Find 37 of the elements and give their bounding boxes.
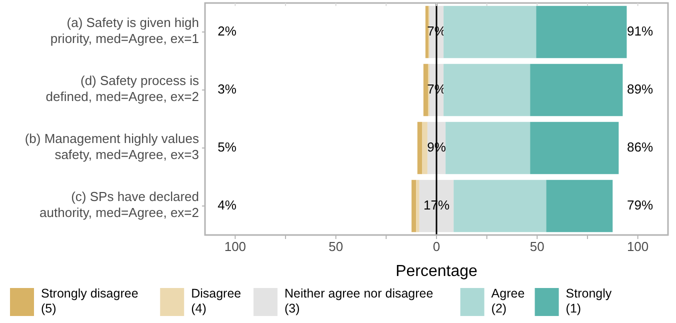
x-tick-label: 50 — [530, 239, 544, 254]
bar — [416, 180, 420, 232]
x-axis-title: Percentage — [396, 263, 478, 280]
bar — [536, 6, 627, 58]
bar — [444, 64, 530, 116]
x-tick-label: 100 — [224, 239, 246, 254]
annotation: 5% — [218, 139, 237, 154]
legend-label: Disagree (4) — [191, 286, 242, 316]
bar — [417, 122, 422, 174]
annotation: 89% — [626, 81, 654, 96]
bar — [423, 64, 428, 116]
bar — [446, 122, 530, 174]
annotation: 91% — [626, 23, 654, 38]
bar — [444, 6, 536, 58]
x-tick-label: 0 — [432, 239, 440, 254]
legend-label: Strongly disagree (5) — [41, 286, 138, 316]
y-tick-label: (a) Safety is given high priority, med=Agree, ex=1 — [50, 15, 199, 46]
bar — [425, 6, 428, 58]
annotation: 86% — [626, 139, 654, 154]
legend-label: Strongly (1) — [566, 286, 612, 316]
y-tick-label: (c) SPs have declared authority, med=Agree, ex=2 — [40, 189, 199, 220]
bar — [530, 64, 623, 116]
bar — [454, 180, 546, 232]
bar — [412, 180, 416, 232]
annotation: 3% — [218, 81, 237, 96]
bar — [422, 122, 428, 174]
annotation: 79% — [626, 197, 654, 212]
annotation: 4% — [218, 197, 237, 212]
bar — [530, 122, 619, 174]
y-tick-label: (d) Safety process is defined, med=Agree, ex=2 — [46, 73, 200, 104]
bar — [546, 180, 613, 232]
x-tick-label: 50 — [328, 239, 344, 254]
legend-label: Neither agree nor disagree (3) — [284, 286, 434, 316]
annotation: 2% — [218, 23, 237, 38]
y-tick-label: (b) Management highly values safety, med=Agree, ex=3 — [24, 131, 200, 162]
legend-label: Agree (2) — [491, 286, 525, 316]
x-tick-label: 100 — [626, 239, 649, 254]
